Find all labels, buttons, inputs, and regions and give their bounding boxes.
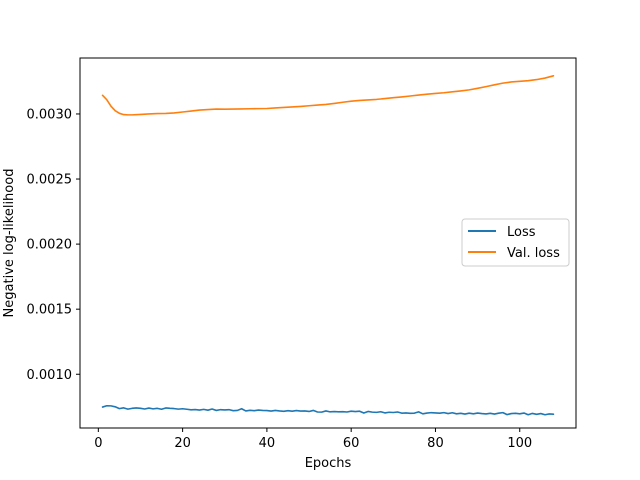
y-tick-label: 0.0015 (27, 303, 73, 318)
x-tick-label: 0 (94, 436, 102, 451)
x-tick-label: 80 (427, 436, 444, 451)
plot-series (101, 75, 555, 416)
y-tick-label: 0.0030 (27, 107, 73, 122)
x-axis-ticks: 0 20 40 60 80 100 (94, 428, 532, 451)
legend: Loss Val. loss (461, 218, 570, 267)
x-tick-label: 40 (259, 436, 276, 451)
y-tick-label: 0.0010 (27, 368, 73, 383)
x-tick-label: 60 (343, 436, 360, 451)
series-line-val-loss (101, 75, 555, 116)
x-tick-label: 100 (507, 436, 532, 451)
plot-area-frame (79, 57, 577, 429)
legend-label-val-loss: Val. loss (507, 246, 560, 261)
legend-label-loss: Loss (507, 225, 536, 240)
series-line-loss (101, 404, 555, 416)
y-tick-label: 0.0025 (27, 173, 73, 188)
x-axis-label: Epochs (305, 456, 352, 471)
y-tick-label: 0.0020 (27, 238, 73, 253)
y-axis-ticks: 0.0010 0.0015 0.0020 0.0025 0.0030 (27, 107, 80, 383)
x-tick-label: 20 (174, 436, 191, 451)
y-axis-label: Negative log-likelihood (2, 169, 17, 318)
